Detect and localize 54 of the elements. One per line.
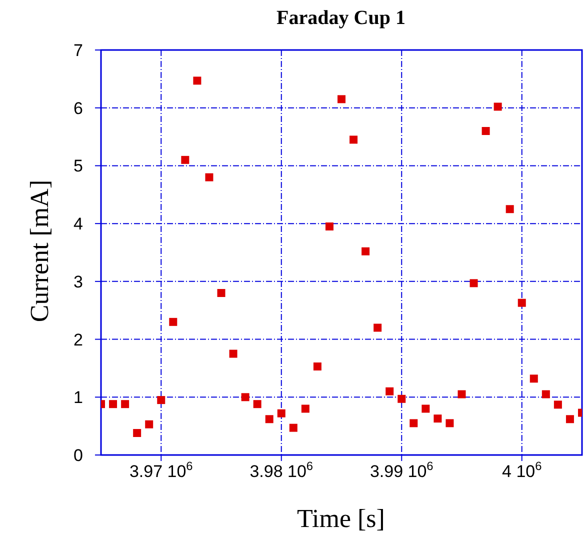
- point: [169, 318, 178, 326]
- point: [470, 279, 478, 288]
- point: [482, 127, 490, 135]
- point: [374, 324, 382, 332]
- point: [313, 362, 322, 370]
- point: [241, 393, 250, 402]
- point: [422, 404, 430, 413]
- point: [145, 420, 154, 428]
- point: [530, 374, 538, 383]
- point: [157, 396, 166, 404]
- x-axis-title: Time [s]: [296, 504, 386, 534]
- point: [458, 390, 466, 398]
- point: [325, 222, 334, 230]
- x-tick-label: 3.98 10$^{6}$: [250, 459, 314, 481]
- point: [229, 350, 238, 358]
- point: [362, 247, 370, 256]
- point: [109, 400, 118, 408]
- point: [289, 424, 298, 432]
- y-tick-label: 1: [74, 388, 83, 408]
- y-axis-title: Current [mA]: [25, 178, 55, 324]
- point: [434, 414, 442, 423]
- point: [410, 419, 418, 428]
- y-tick-label: 7: [74, 41, 83, 60]
- point: [446, 419, 454, 428]
- point: [193, 76, 202, 85]
- y-tick-label: 2: [74, 330, 83, 350]
- point: [217, 289, 226, 297]
- point: [566, 415, 574, 424]
- point: [506, 205, 514, 214]
- point: [518, 298, 526, 307]
- point: [350, 136, 358, 144]
- point: [133, 429, 142, 438]
- point: [494, 102, 502, 111]
- chart-title: Faraday Cup 1: [276, 7, 406, 30]
- point: [554, 400, 562, 409]
- y-tick-label: 6: [74, 98, 83, 118]
- y-tick-label: 3: [74, 272, 83, 292]
- point: [121, 400, 130, 408]
- y-tick-label: 0: [74, 446, 83, 465]
- x-tick-label: 4 10$^{6}$: [502, 459, 542, 481]
- x-tick-label: 3.97 10$^{6}$: [129, 459, 194, 481]
- point: [253, 400, 262, 408]
- point: [277, 409, 286, 418]
- point: [301, 404, 310, 413]
- point: [205, 173, 214, 182]
- point: [542, 390, 550, 398]
- point: [181, 156, 190, 164]
- point: [398, 394, 406, 403]
- y-tick-label: 4: [74, 214, 83, 234]
- point: [265, 415, 274, 424]
- y-tick-label: 5: [74, 156, 83, 176]
- x-tick-label: 3.99 10$^{6}$: [370, 459, 434, 481]
- point: [386, 387, 394, 396]
- point: [338, 95, 346, 104]
